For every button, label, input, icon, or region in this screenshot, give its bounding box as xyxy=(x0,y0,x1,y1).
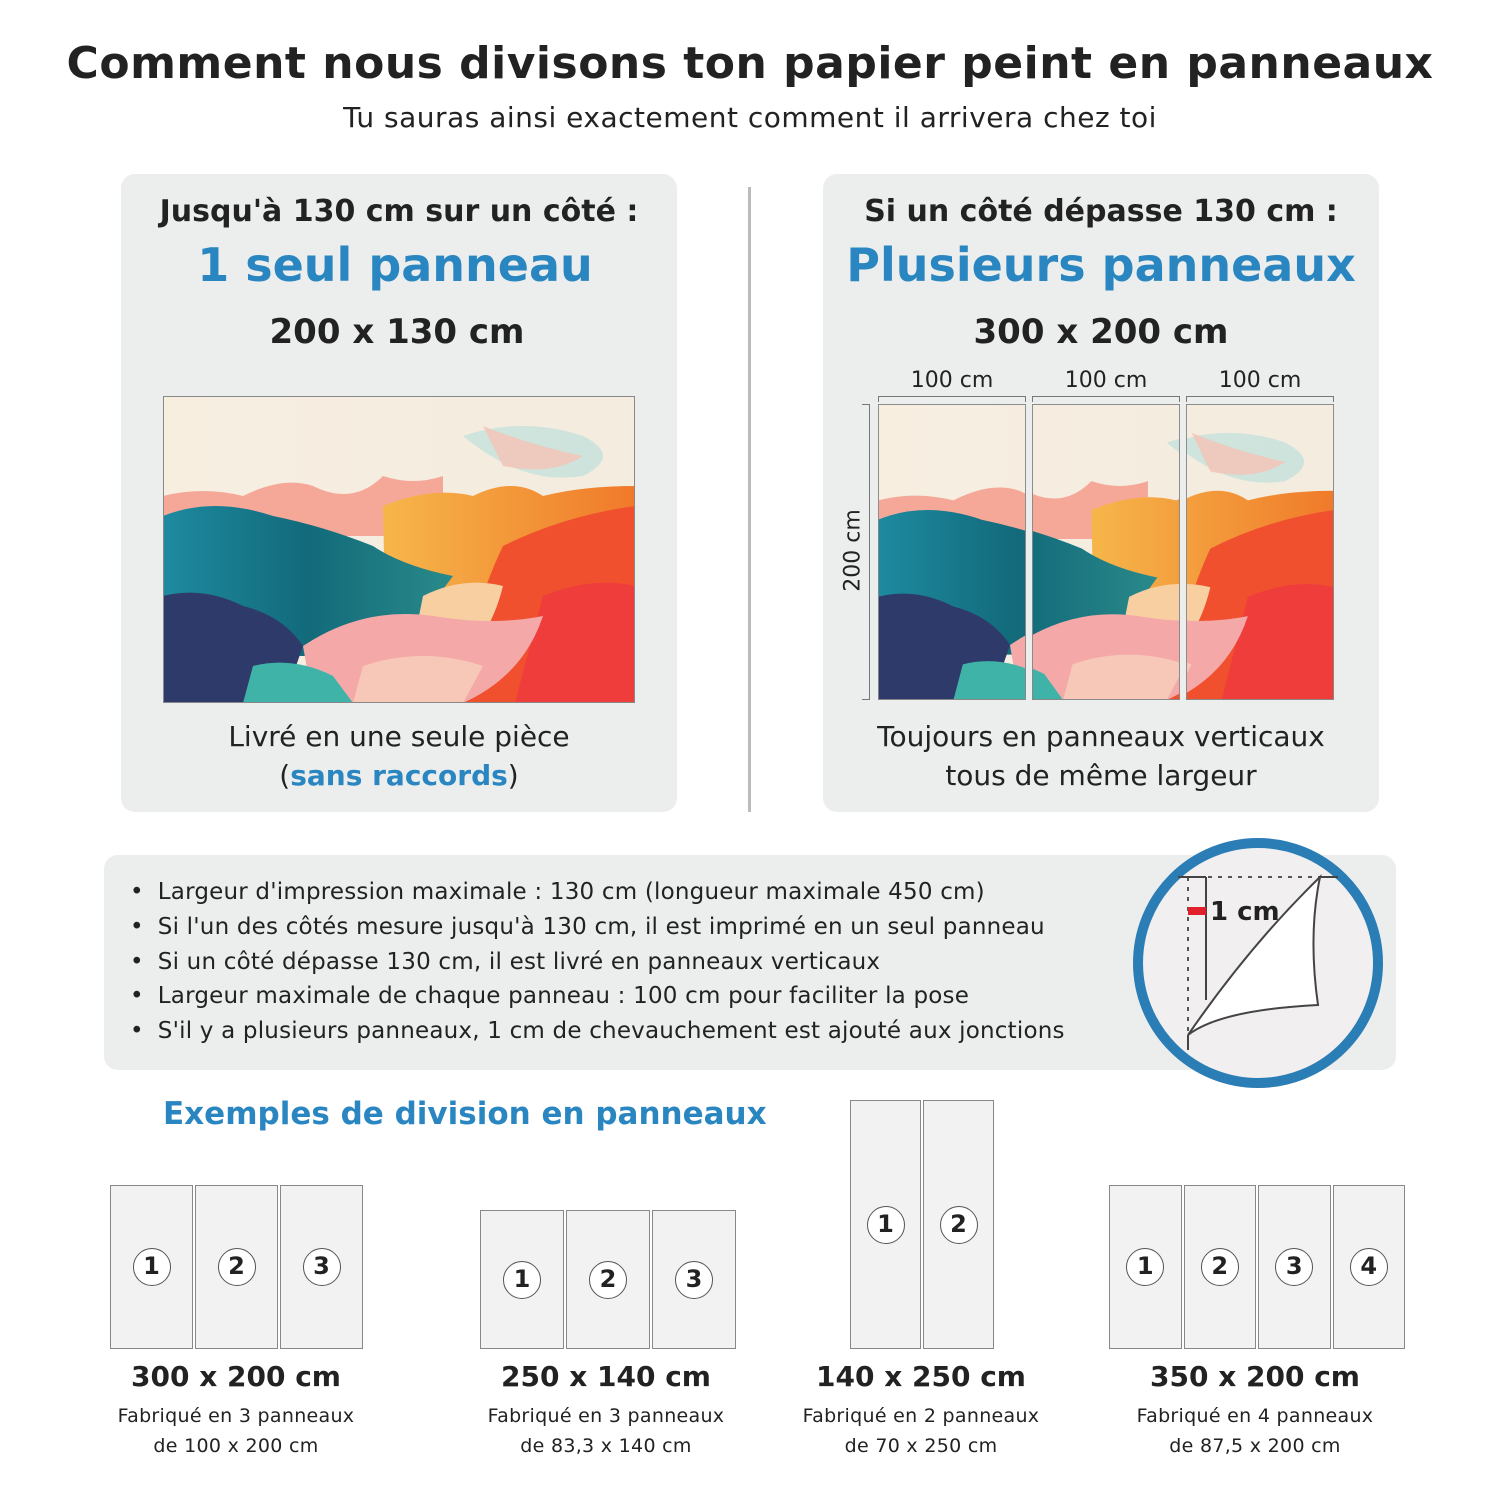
example-panel: 3 xyxy=(652,1210,736,1349)
divider xyxy=(748,187,751,812)
seamless-highlight: sans raccords xyxy=(290,759,508,792)
example-line2: de 83,3 x 140 cm xyxy=(520,1435,692,1457)
single-headline: 1 seul panneau xyxy=(197,238,593,292)
panel-number: 2 xyxy=(939,1205,978,1244)
panel-number: 3 xyxy=(302,1248,341,1286)
panel-width-label: 100 cm xyxy=(910,368,994,393)
bullet-item: S'il y a plusieurs panneaux, 1 cm de che… xyxy=(130,1014,1065,1049)
panel-number: 1 xyxy=(866,1205,905,1244)
multi-panel-card: Si un côté dépasse 130 cm : Plusieurs pa… xyxy=(823,174,1379,812)
panel-number: 4 xyxy=(1349,1248,1388,1286)
overlap-marker xyxy=(1188,907,1206,915)
single-caption: Livré en une seule pièce (sans raccords) xyxy=(121,717,677,795)
multi-size: 300 x 200 cm xyxy=(973,312,1229,352)
example-panel: 2 xyxy=(923,1100,994,1349)
bullet-item: Si un côté dépasse 130 cm, il est livré … xyxy=(130,945,1065,980)
single-size: 200 x 130 cm xyxy=(269,312,525,352)
dimension-line xyxy=(1032,396,1180,402)
height-dimension-line xyxy=(862,404,870,700)
dimension-line xyxy=(878,396,1026,402)
example-panel: 3 xyxy=(1258,1185,1331,1349)
multi-caption: Toujours en panneaux verticaux tous de m… xyxy=(877,720,1325,792)
example-panel: 1 xyxy=(1109,1185,1182,1349)
wallpaper-panel-3 xyxy=(1186,404,1334,700)
example-panel: 2 xyxy=(1183,1185,1256,1349)
panel-number: 2 xyxy=(217,1248,256,1286)
panel-number: 1 xyxy=(503,1260,541,1299)
dimension-line xyxy=(1186,396,1334,402)
example-size: 300 x 200 cm xyxy=(131,1360,341,1393)
single-panel-card: Jusqu'à 130 cm sur un côté : 1 seul pann… xyxy=(121,174,677,812)
single-condition: Jusqu'à 130 cm sur un côté : xyxy=(159,194,639,229)
example-size: 350 x 200 cm xyxy=(1150,1360,1360,1393)
bullet-item: Si l'un des côtés mesure jusqu'à 130 cm,… xyxy=(130,910,1065,945)
example-line1: Fabriqué en 4 panneaux xyxy=(1136,1405,1374,1427)
bullet-item: Largeur maximale de chaque panneau : 100… xyxy=(130,979,1065,1014)
overlap-label: 1 cm xyxy=(1210,897,1280,927)
panel-number: 3 xyxy=(675,1260,713,1299)
panel-number: 1 xyxy=(1126,1248,1165,1286)
example-line1: Fabriqué en 3 panneaux xyxy=(117,1405,355,1427)
example-line1: Fabriqué en 2 panneaux xyxy=(802,1405,1040,1427)
wallpaper-image xyxy=(163,396,635,703)
example-size: 140 x 250 cm xyxy=(816,1360,1026,1393)
panel-number: 2 xyxy=(1200,1248,1239,1286)
example-panel: 2 xyxy=(566,1210,650,1349)
example-panel: 1 xyxy=(850,1100,921,1349)
panel-number: 3 xyxy=(1275,1248,1314,1286)
panel-width-label: 100 cm xyxy=(1218,368,1302,393)
wallpaper-panel-1 xyxy=(878,404,1026,700)
wallpaper-panel-2 xyxy=(1032,404,1180,700)
examples-title: Exemples de division en panneaux xyxy=(163,1096,767,1132)
example-line2: de 100 x 200 cm xyxy=(153,1435,319,1457)
example-line2: de 87,5 x 200 cm xyxy=(1169,1435,1341,1457)
bullet-item: Largeur d'impression maximale : 130 cm (… xyxy=(130,875,1065,910)
panel-number: 2 xyxy=(589,1260,627,1299)
page-subtitle: Tu sauras ainsi exactement comment il ar… xyxy=(343,101,1157,134)
example-size: 250 x 140 cm xyxy=(501,1360,711,1393)
info-bullets: Largeur d'impression maximale : 130 cm (… xyxy=(130,875,1065,1049)
page-title: Comment nous divisons ton papier peint e… xyxy=(66,38,1434,89)
panel-number: 1 xyxy=(132,1248,171,1286)
overlap-illustration: 1 cm xyxy=(1133,838,1383,1088)
multi-condition: Si un côté dépasse 130 cm : xyxy=(864,194,1338,229)
multi-headline: Plusieurs panneaux xyxy=(846,238,1356,292)
example-panel: 4 xyxy=(1332,1185,1405,1349)
example-line2: de 70 x 250 cm xyxy=(844,1435,998,1457)
panel-width-label: 100 cm xyxy=(1064,368,1148,393)
example-panel: 3 xyxy=(280,1185,363,1349)
example-panel: 1 xyxy=(110,1185,193,1349)
example-panel: 1 xyxy=(480,1210,564,1349)
example-panel: 2 xyxy=(195,1185,278,1349)
example-line1: Fabriqué en 3 panneaux xyxy=(487,1405,725,1427)
panel-height-label: 200 cm xyxy=(840,509,866,592)
single-caption-line1: Livré en une seule pièce xyxy=(228,720,570,753)
